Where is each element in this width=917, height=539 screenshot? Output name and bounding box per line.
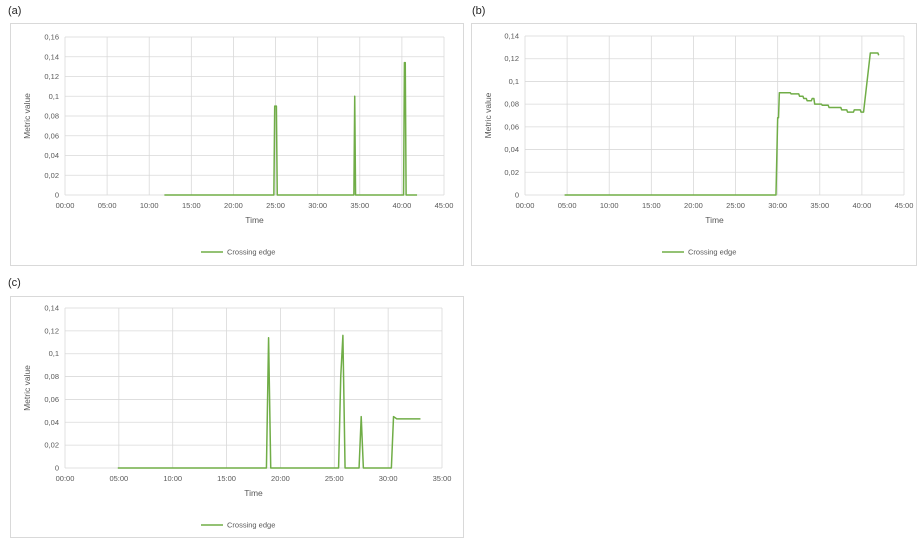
y-tick-label: 0,14 [44, 52, 59, 61]
y-tick-label: 0 [55, 464, 59, 473]
chart-a: 0 0,02 0,04 0,06 0,08 0,1 0,12 0,14 0,16 00:00 05:… [22, 33, 454, 257]
y-axis-title: Metric value [22, 93, 32, 139]
y-tick-label: 0,14 [44, 304, 59, 313]
legend-label: Crossing edge [227, 248, 275, 257]
chart-panel-c: 0 0,02 0,04 0,06 0,08 0,1 0,12 0,14 00:00 05:00 10… [10, 296, 464, 538]
chart-panel-b: 0 0,02 0,04 0,06 0,08 0,1 0,12 0,14 00:00 05:00 10… [471, 23, 917, 266]
x-tick-label: 20:00 [224, 201, 243, 210]
x-tick-label: 00:00 [516, 201, 535, 210]
series-line-crossing-edge [164, 61, 418, 196]
x-tick-label: 05:00 [98, 201, 117, 210]
y-tick-label: 0,08 [44, 112, 59, 121]
x-tick-label: 35:00 [350, 201, 369, 210]
x-tick-label: 25:00 [325, 474, 344, 483]
y-axis-title: Metric value [483, 92, 493, 138]
x-tick-label: 10:00 [163, 474, 182, 483]
y-tick-label: 0,1 [49, 92, 59, 101]
y-tick-label: 0,12 [504, 54, 519, 63]
series-line-crossing-edge [117, 334, 421, 469]
x-tick-label: 40:00 [392, 201, 411, 210]
panel-label-c: (c) [8, 277, 21, 289]
x-axis-title: Time [705, 215, 724, 225]
y-tick-label: 0 [515, 191, 519, 200]
y-tick-label: 0,1 [509, 77, 519, 86]
y-tick-label: 0,02 [504, 168, 519, 177]
y-tick-label: 0,08 [44, 372, 59, 381]
y-tick-label: 0,16 [44, 33, 59, 42]
x-tick-label: 10:00 [600, 201, 619, 210]
x-tick-label: 40:00 [852, 201, 871, 210]
y-tick-label: 0,1 [49, 349, 59, 358]
y-tick-label: 0 [55, 191, 59, 200]
x-tick-label: 35:00 [433, 474, 452, 483]
x-tick-label: 20:00 [684, 201, 703, 210]
series-line-crossing-edge [564, 52, 880, 196]
y-tick-label: 0,08 [504, 100, 519, 109]
x-axis-title: Time [244, 488, 263, 498]
chart-b: 0 0,02 0,04 0,06 0,08 0,1 0,12 0,14 00:00 05:00 10… [483, 32, 914, 257]
y-tick-label: 0,04 [44, 418, 59, 427]
y-tick-label: 0,12 [44, 326, 59, 335]
x-axis-title: Time [245, 215, 264, 225]
x-tick-label: 30:00 [308, 201, 327, 210]
y-tick-label: 0,02 [44, 441, 59, 450]
legend-label: Crossing edge [227, 521, 275, 530]
chart-c: 0 0,02 0,04 0,06 0,08 0,1 0,12 0,14 00:00 05:00 10… [22, 304, 452, 530]
x-tick-label: 30:00 [379, 474, 398, 483]
y-tick-label: 0,04 [504, 145, 519, 154]
legend-label: Crossing edge [688, 248, 736, 257]
x-tick-label: 15:00 [217, 474, 236, 483]
y-tick-label: 0,06 [44, 131, 59, 140]
x-tick-label: 05:00 [109, 474, 128, 483]
x-tick-label: 20:00 [271, 474, 290, 483]
panel-label-b: (b) [472, 5, 486, 17]
y-tick-label: 0,14 [504, 32, 519, 41]
x-tick-label: 25:00 [726, 201, 745, 210]
y-tick-label: 0,12 [44, 72, 59, 81]
x-tick-label: 45:00 [435, 201, 454, 210]
x-tick-label: 25:00 [266, 201, 285, 210]
x-tick-label: 05:00 [558, 201, 577, 210]
y-tick-label: 0,04 [44, 151, 59, 160]
x-tick-label: 30:00 [768, 201, 787, 210]
x-tick-label: 00:00 [56, 474, 75, 483]
x-tick-label: 15:00 [182, 201, 201, 210]
panel-label-a: (a) [8, 5, 22, 17]
x-tick-label: 15:00 [642, 201, 661, 210]
y-tick-label: 0,06 [504, 122, 519, 131]
x-tick-label: 45:00 [895, 201, 914, 210]
x-tick-label: 10:00 [140, 201, 159, 210]
x-tick-label: 00:00 [56, 201, 75, 210]
chart-panel-a: 0 0,02 0,04 0,06 0,08 0,1 0,12 0,14 0,16 00:00 05:… [10, 23, 464, 266]
x-tick-label: 35:00 [810, 201, 829, 210]
y-axis-title: Metric value [22, 365, 32, 411]
y-tick-label: 0,02 [44, 171, 59, 180]
y-tick-label: 0,06 [44, 395, 59, 404]
